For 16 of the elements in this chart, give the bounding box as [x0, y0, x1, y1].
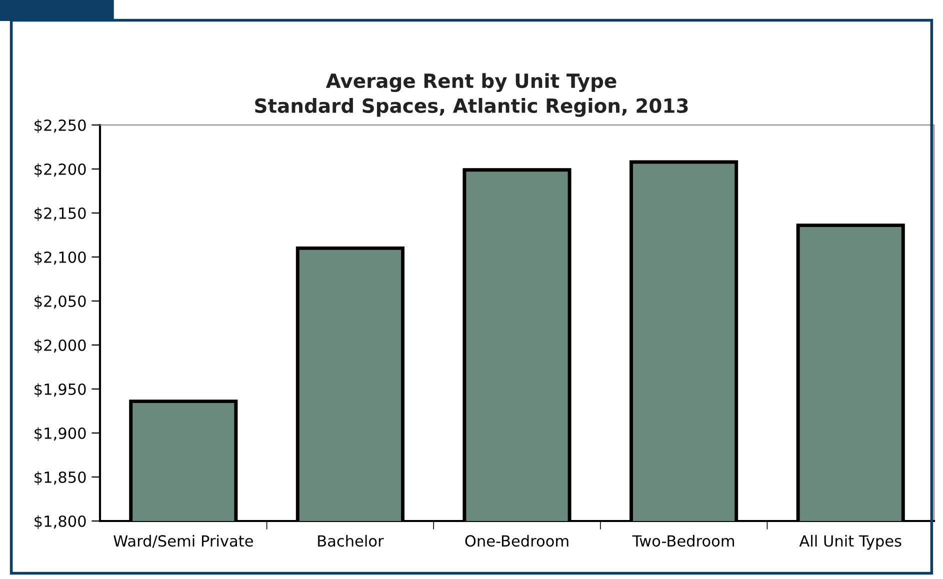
y-tick-label: $1,950	[34, 383, 86, 398]
chart-title: Average Rent by Unit Type Standard Spaces, Atlantic Region, 2013	[255, 73, 688, 117]
x-tick-label: All Unit Types	[799, 534, 902, 550]
y-tick-label: $2,100	[34, 251, 86, 266]
x-tick-label: Two-Bedroom	[632, 534, 734, 547]
x-tick-label: Bachelor	[318, 534, 384, 547]
x-tick-label: One-Bedroom	[465, 534, 568, 547]
x-tick-label: Ward/Semi Private	[114, 534, 253, 548]
y-tick-label: $2,000	[34, 339, 86, 354]
y-tick-label: $2,200	[34, 163, 86, 178]
y-tick-label: $2,250	[34, 119, 86, 134]
y-tick-label: $1,800	[34, 515, 86, 530]
y-tick-label: $2,050	[34, 295, 86, 310]
y-tick-label: $2,150	[34, 207, 86, 222]
y-tick-label: $1,850	[34, 471, 86, 486]
y-tick-label: $1,900	[34, 427, 86, 442]
